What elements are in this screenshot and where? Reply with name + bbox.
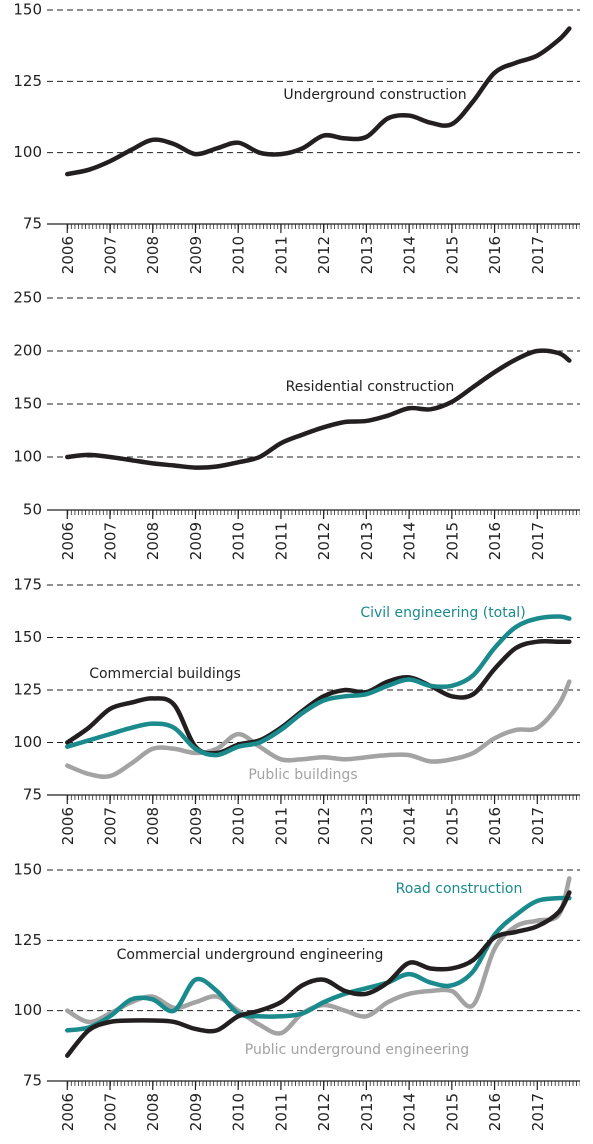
y-tick-label: 175 [13, 576, 42, 594]
series-line [65, 890, 572, 1058]
x-tick-label: 2010 [230, 522, 248, 560]
x-tick-label: 2010 [230, 807, 248, 845]
x-tick-label: 2006 [59, 236, 77, 274]
x-tick-label: 2012 [315, 807, 333, 845]
series-line [65, 679, 572, 780]
x-tick-label: 2009 [187, 807, 205, 845]
series-line [65, 26, 572, 177]
x-tick-label: 2006 [59, 522, 77, 560]
y-tick-label: 125 [13, 72, 42, 90]
y-tick-label: 150 [13, 395, 42, 413]
y-tick-label: 75 [23, 1072, 42, 1090]
x-tick-label: 2016 [486, 807, 504, 845]
x-tick-label: 2011 [272, 236, 290, 274]
y-tick-label: 100 [13, 448, 42, 466]
y-tick-label: 75 [23, 215, 42, 233]
x-tick-label: 2010 [230, 236, 248, 274]
y-tick-label: 250 [13, 289, 42, 307]
x-tick-label: 2013 [358, 522, 376, 560]
x-tick-label: 2008 [144, 522, 162, 560]
x-tick-label: 2006 [59, 1093, 77, 1131]
series-line [65, 348, 572, 470]
x-tick-label: 2012 [315, 236, 333, 274]
x-tick-label: 2014 [401, 1093, 419, 1131]
series-label: Underground construction [283, 87, 466, 103]
x-tick-label: 2015 [443, 1093, 461, 1131]
x-tick-label: 2012 [315, 522, 333, 560]
series-label: Commercial underground engineering [117, 947, 384, 963]
x-tick-label: 2009 [187, 236, 205, 274]
x-tick-label: 2016 [486, 522, 504, 560]
x-tick-label: 2016 [486, 236, 504, 274]
x-tick-label: 2009 [187, 1093, 205, 1131]
x-tick-label: 2016 [486, 1093, 504, 1131]
series-label: Road construction [396, 881, 523, 897]
y-tick-label: 150 [13, 861, 42, 879]
series-label: Public buildings [248, 767, 357, 783]
x-tick-label: 2017 [529, 522, 547, 560]
y-tick-label: 150 [13, 1, 42, 19]
series-label: Residential construction [286, 379, 455, 395]
y-tick-label: 150 [13, 628, 42, 646]
x-tick-label: 2006 [59, 807, 77, 845]
x-tick-label: 2009 [187, 522, 205, 560]
series-line [65, 638, 572, 756]
series-label: Civil engineering (total) [360, 605, 525, 621]
x-tick-label: 2011 [272, 522, 290, 560]
x-tick-label: 2011 [272, 807, 290, 845]
x-tick-label: 2013 [358, 807, 376, 845]
x-tick-label: 2008 [144, 236, 162, 274]
x-tick-label: 2017 [529, 807, 547, 845]
x-tick-label: 2008 [144, 807, 162, 845]
x-tick-label: 2007 [102, 807, 120, 845]
series-label: Commercial buildings [89, 666, 241, 682]
x-tick-label: 2017 [529, 236, 547, 274]
x-tick-label: 2014 [401, 807, 419, 845]
y-tick-label: 100 [13, 733, 42, 751]
y-tick-label: 100 [13, 1001, 42, 1019]
series-line [65, 876, 572, 1036]
y-tick-label: 75 [23, 786, 42, 804]
x-tick-label: 2017 [529, 1093, 547, 1131]
x-tick-label: 2010 [230, 1093, 248, 1131]
y-tick-label: 50 [23, 501, 42, 519]
series-line [65, 614, 572, 758]
x-tick-label: 2015 [443, 522, 461, 560]
x-tick-label: 2014 [401, 236, 419, 274]
y-tick-label: 125 [13, 681, 42, 699]
x-tick-label: 2013 [358, 236, 376, 274]
x-tick-label: 2015 [443, 236, 461, 274]
x-tick-label: 2007 [102, 522, 120, 560]
y-tick-label: 125 [13, 931, 42, 949]
x-tick-label: 2015 [443, 807, 461, 845]
x-tick-label: 2011 [272, 1093, 290, 1131]
y-tick-label: 100 [13, 143, 42, 161]
series-line [65, 895, 572, 1033]
x-tick-label: 2008 [144, 1093, 162, 1131]
y-tick-label: 200 [13, 342, 42, 360]
x-tick-label: 2013 [358, 1093, 376, 1131]
x-tick-label: 2007 [102, 1093, 120, 1131]
x-tick-label: 2014 [401, 522, 419, 560]
x-tick-label: 2007 [102, 236, 120, 274]
x-tick-label: 2012 [315, 1093, 333, 1131]
series-label: Public underground engineering [245, 1042, 469, 1058]
